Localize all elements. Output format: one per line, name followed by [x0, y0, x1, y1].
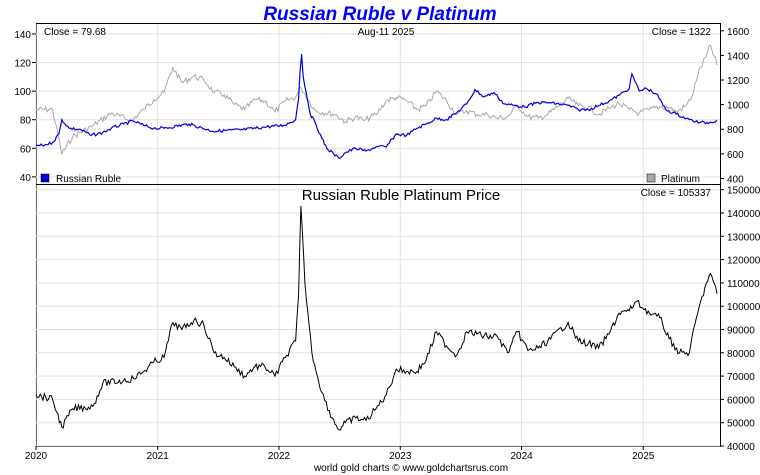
- ruble-platinum-price-line: [35, 205, 718, 431]
- left-tick-label: 60: [20, 144, 32, 155]
- x-tick-label: 2020: [25, 451, 48, 462]
- bottom-tick-label: 120000: [727, 256, 760, 267]
- x-tick-label: 2025: [632, 451, 655, 462]
- left-tick-label: 100: [14, 87, 31, 98]
- bottom-panel-grid: [35, 185, 720, 447]
- left-tick-label: 80: [20, 116, 32, 127]
- bottom-right-axis: 40000 50000 60000 70000 80000 90000 100000 1100…: [720, 186, 760, 453]
- x-tick-label: 2023: [389, 451, 412, 462]
- bottom-tick-label: 130000: [727, 232, 760, 243]
- right-tick-label: 1400: [727, 51, 750, 62]
- platinum-series-line: [36, 44, 718, 156]
- footer-credit: world gold charts © www.goldchartsrus.co…: [313, 463, 508, 474]
- ruble-series-line: [36, 53, 718, 159]
- bottom-tick-label: 90000: [727, 325, 755, 336]
- bottom-tick-label: 50000: [727, 419, 755, 430]
- top-panel: 40 60 80 100 120 140 400 600 800 1000 1200 1400 160…: [14, 23, 750, 185]
- top-right-axis: 400 600 800 1000 1200 1400 1600: [720, 27, 750, 185]
- bottom-tick-label: 80000: [727, 349, 755, 360]
- right-tick-label: 1000: [727, 101, 750, 112]
- bottom-tick-label: 60000: [727, 395, 755, 406]
- legend-platinum-swatch: [646, 173, 656, 183]
- top-date: Aug-11 2025: [358, 27, 415, 38]
- legend-platinum-label: Platinum: [661, 174, 700, 185]
- bottom-tick-label: 140000: [727, 209, 760, 220]
- chart-title: Russian Ruble v Platinum: [263, 4, 496, 25]
- top-left-axis: 40 60 80 100 120 140: [14, 30, 36, 184]
- right-tick-label: 1200: [727, 76, 750, 87]
- x-tick-label: 2024: [510, 451, 533, 462]
- top-panel-series: [36, 44, 718, 159]
- legend-ruble-label: Russian Ruble: [56, 174, 121, 185]
- left-tick-label: 140: [14, 30, 31, 41]
- left-tick-label: 40: [20, 173, 32, 184]
- bottom-tick-label: 110000: [727, 279, 760, 290]
- top-panel-frame: [36, 23, 721, 185]
- x-tick-label: 2021: [147, 451, 170, 462]
- bottom-tick-label: 70000: [727, 372, 755, 383]
- x-tick-label: 2022: [268, 451, 291, 462]
- top-close-left: Close = 79.68: [44, 27, 106, 38]
- right-tick-label: 1600: [727, 27, 750, 38]
- legend-ruble-swatch: [40, 173, 50, 183]
- bottom-tick-label: 150000: [727, 186, 760, 197]
- bottom-close-right: Close = 105337: [641, 188, 712, 199]
- top-panel-grid: [35, 24, 720, 184]
- bottom-panel: 40000 50000 60000 70000 80000 90000 100000 1100…: [25, 184, 760, 462]
- bottom-tick-label: 40000: [727, 442, 755, 453]
- bottom-tick-label: 100000: [727, 302, 760, 313]
- right-tick-label: 600: [727, 150, 744, 161]
- bottom-panel-title: Russian Ruble Platinum Price: [302, 187, 500, 204]
- right-tick-label: 800: [727, 125, 744, 136]
- right-tick-label: 400: [727, 174, 744, 185]
- x-axis: 2020 2021 2022 2023 2024 2025: [25, 446, 655, 462]
- bottom-panel-series: [35, 205, 718, 431]
- left-tick-label: 120: [14, 59, 31, 70]
- top-close-right: Close = 1322: [652, 27, 712, 38]
